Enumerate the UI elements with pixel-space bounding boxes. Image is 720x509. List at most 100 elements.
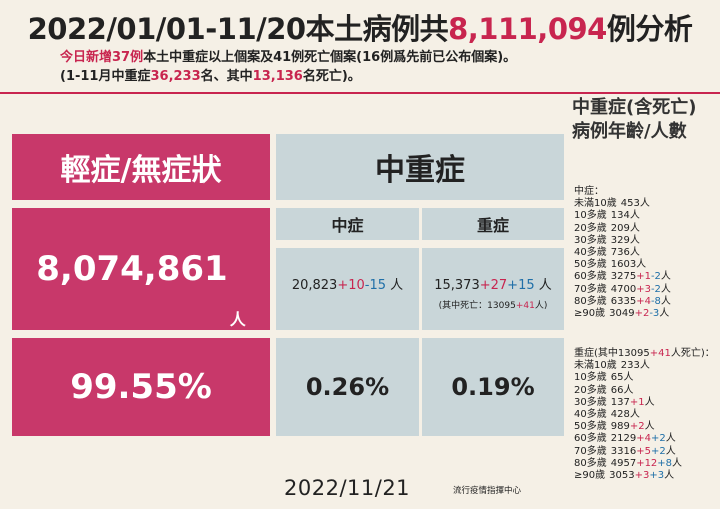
moderate-age-row-plus: +1 [636,271,651,283]
moderate-age-row-plus: +3 [636,283,651,295]
moderate-age-row-tail: 人 [659,307,670,319]
severe-age-list: 重症(其中13095+41人死亡)： 未滿10歲 233人 10多歲 65人 20多歲 6… [574,348,715,481]
severe-age-row: 50多歲 989+2人 [574,421,715,433]
moderate-age-row-minus: -3 [649,307,660,319]
mild-unit: 人 [229,310,246,329]
severe-age-row-plus: +12 [636,457,658,469]
moderate-age-row-val: 329人 [610,234,640,246]
severe-age-row-tail: 人 [672,457,683,469]
moderate-age-row-val: 3275 [610,271,637,283]
severe-age-row-val: 2129 [610,433,637,445]
severe-age-row-val: 66人 [610,384,634,396]
severe-age-row-age: 30多歲 [574,396,607,408]
subtitle-line-2: (1-11月中重症36,233名、其中13,136名死亡)。 [60,65,361,84]
moderate-count-panel: 20,823+10-15 人 [276,248,419,330]
severe-age-row-val: 989 [610,421,630,433]
moderate-base: 20,823 [291,278,338,293]
severe-age-row-val: 4957 [610,457,637,469]
moderate-age-row: 10多歲 134人 [574,210,671,222]
footer-org: 流行疫情指揮中心 [453,486,522,496]
severe-age-header-tail: 人死亡)： [670,348,715,359]
severe-plus: +27 [479,278,508,293]
moderate-age-row: 60多歲 3275+1-2人 [574,271,671,283]
subtitle2-text-3: 名死亡)。 [302,69,361,84]
mild-header: 輕症/無症狀 [12,134,270,200]
severe-note-tail: 人) [534,301,548,311]
moderate-age-row-age: 50多歲 [574,259,607,271]
severe-age-header: 重症(其中13095+41人死亡)： [574,348,715,360]
severe-unit: 人 [534,278,552,293]
severe-header: 重症 [422,208,564,240]
severe-age-row-age: 50多歲 [574,421,607,433]
moderate-age-row-minus: -2 [650,271,661,283]
moderate-age-row-age: 10多歲 [574,210,607,222]
moderate-age-row-age: 60多歲 [574,271,607,283]
moderate-unit: 人 [386,278,404,293]
severe-age-row-age: 未滿10歲 [574,360,617,372]
severe-age-row: 30多歲 137+1人 [574,397,715,409]
severe-age-header-text: 重症(其中13095 [574,348,650,359]
moderate-age-row: 未滿10歲 453人 [574,198,671,210]
moderate-age-row-val: 6335 [610,295,637,307]
severe-age-row: 70多歲 3316+5+2人 [574,446,715,458]
severe-age-row-minus: +8 [657,457,673,469]
moderate-count: 20,823+10-15 人 [276,274,419,293]
moderate-age-row: 80多歲 6335+4-8人 [574,296,671,308]
severe-percent: 0.19% [422,338,564,436]
mild-count: 8,074,861 [36,249,228,289]
severe-age-row-plus: +1 [629,396,645,408]
moderate-plus: +10 [337,278,365,293]
moderate-age-row-age: 30多歲 [574,234,607,246]
moderate-age-row-val: 736人 [610,246,640,258]
moderate-age-row-val: 1603人 [610,259,647,271]
severe-count: 15,373+27+15 人 [422,274,564,293]
severe-age-row-age: 40多歲 [574,408,607,420]
moderate-age-row-val: 3049 [609,307,635,319]
subtitle-text: 本土中重症以上個案及41例死亡個案(16例爲先前已公布個案)。 [143,50,517,65]
severe-age-row-tail: 人 [664,469,675,481]
moderate-age-row-age: 20多歲 [574,222,607,234]
severe-base: 15,373 [434,278,480,293]
moderate-age-row-age: 80多歲 [574,295,607,307]
title-total: 8,111,094 [448,12,607,46]
moderate-age-row-age: ≥90歲 [574,307,606,319]
severe-age-row-plus: +2 [629,421,645,433]
severe-age-row-age: 10多歲 [574,372,607,384]
moderate-age-row-plus: +4 [636,295,651,307]
moderate-age-row-plus: +2 [634,307,650,319]
moderate-age-row-age: 70多歲 [574,283,607,295]
moderate-minus: -15 [364,278,387,293]
severe-age-header-plus: +41 [649,348,671,359]
severe-age-row-val: 65人 [610,372,634,384]
severe-age-row-age: 70多歲 [574,445,607,457]
moderate-age-row-val: 134人 [610,210,640,222]
severe-age-row: 10多歲 65人 [574,372,715,384]
mild-percent: 99.55% [12,338,270,436]
moderate-age-row: 50多歲 1603人 [574,259,671,271]
severe-age-row-minus: +3 [649,469,665,481]
severe-age-row-plus: +3 [634,469,650,481]
moderate-age-row-minus: -2 [650,283,661,295]
severe-age-row-tail: 人 [665,433,676,445]
severe-minus: +15 [507,278,535,293]
page-title: 2022/01/01-11/20本土病例共8,111,094例分析 [0,6,720,48]
moderate-header: 中症 [276,208,419,240]
severe-age-row-age: 20多歲 [574,384,607,396]
title-suffix: 例分析 [606,12,693,46]
severe-age-row: 60多歲 2129+4+2人 [574,433,715,445]
subtitle2-death-total: 13,136 [252,69,303,84]
subtitle2-text-1: (1-11月中重症 [60,69,151,84]
severe-death-note: (其中死亡：13095+41人) [422,298,564,311]
severe-age-row-plus: +5 [636,445,651,457]
moderate-age-row: ≥90歲 3049+2-3人 [574,308,671,320]
moderate-age-row-tail: 人 [660,283,671,295]
subtitle2-severe-total: 36,233 [150,69,201,84]
severe-age-row-val: 3316 [610,445,637,457]
subtitle2-text-2: 名、其中 [200,69,253,84]
severe-age-row-tail: 人 [644,396,655,408]
moderate-age-row: 40多歲 736人 [574,247,671,259]
severe-age-row-val: 233人 [620,360,650,372]
title-prefix: 2022/01/01-11/20本土病例共 [27,12,449,46]
severe-age-row-age: 80多歲 [574,457,607,469]
mild-count-panel: 8,074,861 人 [12,208,270,330]
